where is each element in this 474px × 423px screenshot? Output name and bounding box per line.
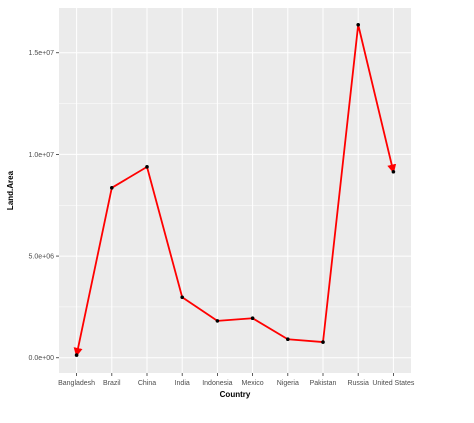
data-point (286, 337, 290, 342)
x-tick-label: United States (372, 380, 415, 387)
series-layer (73, 23, 397, 357)
data-point (215, 319, 220, 323)
data-point (110, 185, 114, 190)
data-points (74, 22, 396, 357)
y-tick-label: 5.0e+06 (29, 254, 55, 261)
x-tick-label: India (175, 380, 190, 387)
x-tick-label: Indonesia (202, 380, 232, 387)
x-axis-title: Country (220, 390, 251, 399)
y-tick-label: 1.0e+07 (29, 152, 55, 159)
x-tick-label: Nigeria (277, 380, 299, 387)
data-point (74, 353, 79, 357)
data-point (250, 316, 255, 321)
data-point (356, 22, 361, 27)
land-area-series-line (73, 23, 397, 357)
data-point (145, 165, 149, 169)
data-point (321, 340, 325, 344)
x-axis-ticks: Bangladesh Brazil China India Indonesia Mexic… (58, 373, 415, 387)
x-tick-label: Brazil (103, 380, 121, 387)
y-axis-title: Land.Area (6, 170, 15, 210)
y-axis-ticks: 0.0e+00 5.0e+06 1.0e+07 1.5e+07 (29, 50, 59, 362)
data-point (180, 295, 184, 300)
x-tick-label: Pakistan (310, 380, 337, 387)
y-tick-label: 1.5e+07 (29, 50, 55, 57)
x-tick-label: China (138, 380, 156, 387)
y-tick-label: 0.0e+00 (29, 355, 55, 362)
x-tick-label: Russia (347, 380, 369, 387)
data-point (391, 169, 396, 174)
x-tick-label: Mexico (242, 380, 264, 387)
x-tick-label: Bangladesh (58, 380, 95, 387)
